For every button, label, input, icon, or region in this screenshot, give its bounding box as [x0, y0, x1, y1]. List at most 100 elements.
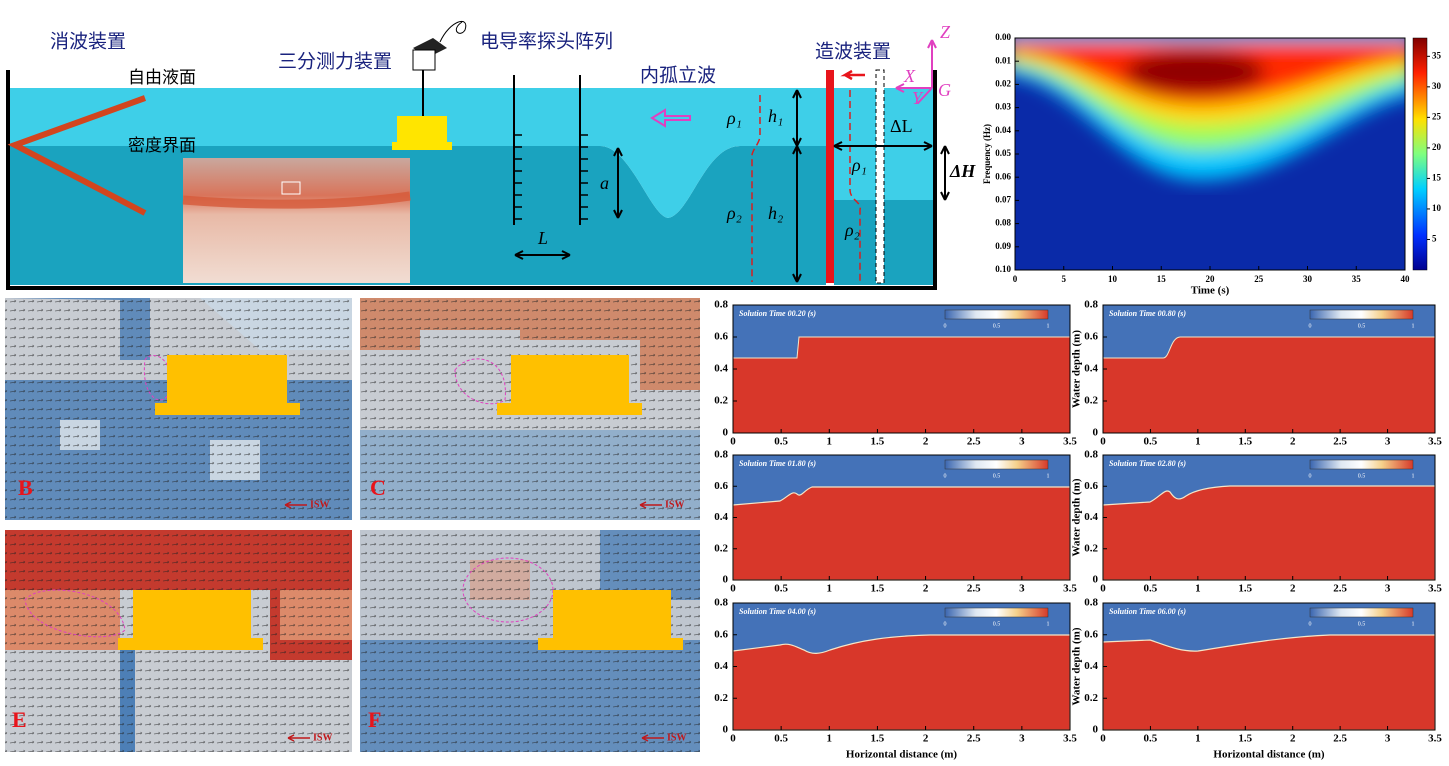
- h-arrows: [792, 89, 802, 283]
- colorbar: [1309, 459, 1414, 470]
- x-tick-label: 1.5: [1238, 583, 1252, 595]
- maker-profile: [849, 90, 861, 282]
- maker-arrow: [840, 69, 865, 81]
- y-tick-label: 0: [723, 574, 729, 586]
- label: 消波装置: [50, 31, 126, 53]
- x-tick-label: 1.5: [1238, 436, 1252, 448]
- symbol: ΔL: [890, 116, 913, 136]
- x-tick-label: 0: [730, 436, 736, 448]
- y-tick-label: 0.06: [995, 171, 1011, 181]
- x-tick-label: 0: [1013, 274, 1018, 284]
- colorbar-tick-label: 15: [1432, 172, 1442, 182]
- spectrogram-image: [1015, 38, 1405, 270]
- x-tick-label: 0.5: [774, 436, 788, 448]
- y-tick-label: 0.4: [714, 511, 728, 523]
- panel-title: Solution Time 00.20 (s): [739, 309, 816, 318]
- colorbar-tick-label: 5: [1432, 234, 1437, 244]
- colorbar-tick-label: 1: [1047, 323, 1050, 329]
- y-tick-label: 0.2: [714, 542, 728, 554]
- x-tick-label: 1: [827, 436, 833, 448]
- x-tick-label: 25: [1254, 274, 1264, 284]
- y-tick-label: 0.8: [1084, 299, 1098, 311]
- x-tick-label: 15: [1157, 274, 1167, 284]
- y-tick-label: 0.05: [995, 148, 1011, 158]
- colorbar-tick-label: 0.5: [993, 323, 1001, 329]
- colorbar-tick-label: 0: [944, 621, 947, 627]
- y-tick-label: 0: [1093, 724, 1099, 736]
- sim-fields: [732, 305, 1436, 731]
- symbol: Z: [940, 22, 951, 42]
- L-arrow: [514, 250, 571, 260]
- arrow-label: ISW: [313, 732, 332, 743]
- y-tick-label: 0.6: [714, 480, 728, 492]
- symbol: ΔH: [949, 161, 976, 181]
- colorbar-tick-label: 1: [1412, 323, 1415, 329]
- y-tick-label: 0.4: [1084, 511, 1098, 523]
- label: 电导率探头阵列: [480, 31, 613, 53]
- arrow-label: ISW: [667, 732, 686, 743]
- colorbar: [1309, 309, 1414, 320]
- symbol: ρ₁: [726, 108, 742, 128]
- colorbar-tick-label: 0: [1309, 323, 1312, 329]
- x-tick-label: 1.5: [1238, 733, 1252, 745]
- x-tick-label: 0.5: [774, 583, 788, 595]
- x-tick-label: 2.5: [1333, 436, 1347, 448]
- y-tick-label: 0.2: [1084, 692, 1098, 704]
- symbol: Y: [912, 88, 924, 108]
- x-tick-label: 30: [1303, 274, 1313, 284]
- colorbar: [944, 459, 1049, 470]
- y-axis-label: Water depth (m): [1071, 330, 1083, 408]
- dL-arrow: [833, 141, 933, 151]
- colorbar: [944, 607, 1049, 618]
- y-tick-label: 0.6: [1084, 628, 1098, 640]
- piv-B: [5, 298, 352, 520]
- panel-title: Solution Time 04.00 (s): [739, 607, 816, 616]
- colorbar-tick-label: 1: [1412, 473, 1415, 479]
- label: 密度界面: [128, 136, 196, 156]
- x-tick-label: 1: [1195, 583, 1201, 595]
- x-axis-label: Horizontal distance (m): [846, 749, 958, 761]
- colorbar-tick-label: 1: [1412, 621, 1415, 627]
- y-tick-label: 0.6: [714, 331, 728, 343]
- x-tick-label: 3.5: [1063, 733, 1077, 745]
- y-tick-label: 0.6: [1084, 331, 1098, 343]
- wave-trough: [600, 146, 740, 218]
- maker-dashed: [875, 69, 885, 284]
- piv-E: [5, 530, 352, 752]
- y-tick-label: 0: [1093, 574, 1099, 586]
- x-tick-label: 0.5: [1144, 436, 1158, 448]
- piv-F: [360, 530, 700, 752]
- x-tick-label: 0.5: [1144, 583, 1158, 595]
- y-axis-label: Frequency (Hz): [982, 124, 992, 184]
- y-tick-label: 0.2: [714, 692, 728, 704]
- label: 三分测力装置: [278, 51, 392, 73]
- panel-title: Solution Time 02.80 (s): [1109, 459, 1186, 468]
- x-tick-label: 3: [1019, 583, 1025, 595]
- y-tick-label: 0.4: [714, 363, 728, 375]
- panel-label: E: [12, 707, 27, 732]
- colorbar: [944, 309, 1049, 320]
- y-tick-label: 0: [723, 427, 729, 439]
- x-tick-label: 1.5: [871, 583, 885, 595]
- x-tick-label: 0: [1100, 436, 1106, 448]
- label: 自由液面: [128, 68, 196, 88]
- arrow-label: ISW: [310, 499, 329, 510]
- symbol: ρ₂: [726, 203, 742, 223]
- x-tick-label: 2: [923, 733, 929, 745]
- colorbar-tick-label: 1: [1047, 621, 1050, 627]
- y-tick-label: 0.4: [1084, 660, 1098, 672]
- x-tick-label: 1: [827, 583, 833, 595]
- x-tick-label: 2.5: [967, 733, 981, 745]
- x-tick-label: 3.5: [1428, 733, 1442, 745]
- probes: [513, 75, 588, 225]
- y-tick-label: 0.8: [1084, 449, 1098, 461]
- x-tick-label: 1.5: [871, 733, 885, 745]
- y-tick-label: 0.4: [1084, 363, 1098, 375]
- x-tick-label: 2: [1290, 733, 1296, 745]
- colorbar-tick-label: 25: [1432, 111, 1442, 121]
- x-tick-label: 2: [1290, 436, 1296, 448]
- photo: [183, 158, 410, 283]
- x-tick-label: 2.5: [1333, 583, 1347, 595]
- x-tick-label: 3.5: [1428, 583, 1442, 595]
- y-tick-label: 0.01: [995, 55, 1011, 65]
